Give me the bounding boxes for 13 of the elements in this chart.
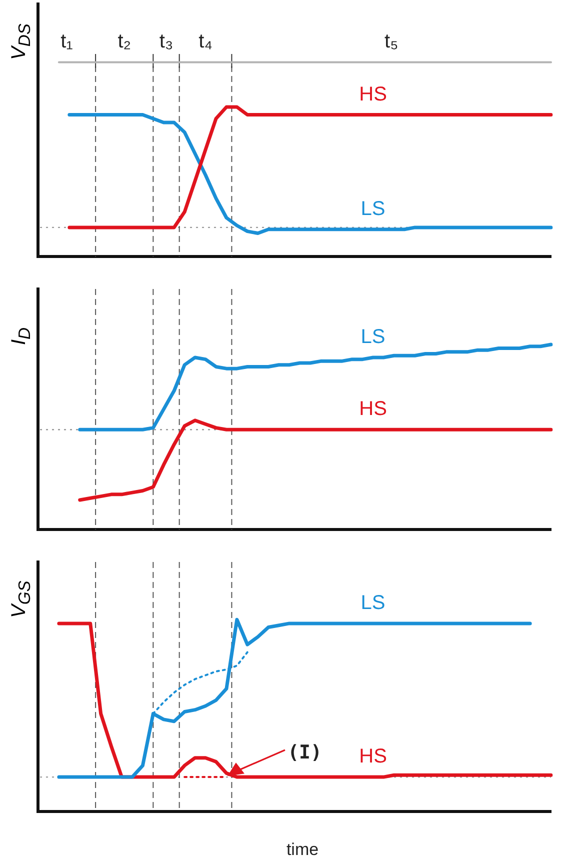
text: t₅ <box>384 30 398 53</box>
series-label: LS <box>360 592 386 614</box>
annotation: (I) <box>288 742 322 764</box>
x-axis-title: time <box>285 840 320 860</box>
series-label: HS <box>359 398 387 420</box>
text: t₄ <box>198 30 212 53</box>
series-label: LS <box>360 198 386 220</box>
series-label: LS <box>360 326 386 348</box>
text: t₃ <box>159 30 174 53</box>
text: t₂ <box>118 30 132 53</box>
series-label: HS <box>359 746 387 768</box>
text: t₁ <box>60 30 74 53</box>
series-label: HS <box>359 83 387 106</box>
